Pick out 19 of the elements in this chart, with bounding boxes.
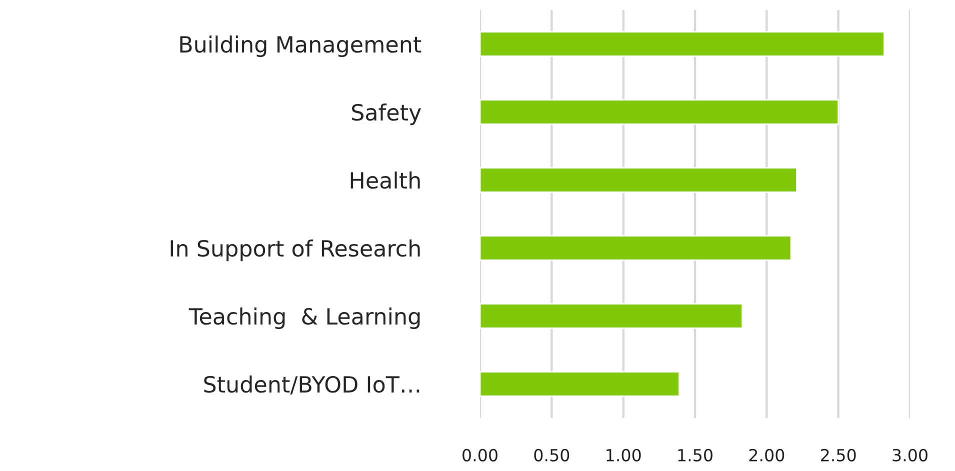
y-tick-label: Building Management	[180, 36, 422, 58]
x-tick-label: 0.00	[462, 448, 498, 462]
bar	[480, 303, 743, 329]
bar	[480, 371, 680, 397]
x-tick-label: 2.00	[749, 448, 784, 462]
bar	[480, 235, 792, 261]
y-tick-label: Safety	[352, 104, 421, 126]
x-tick-label: 1.00	[606, 448, 641, 462]
x-tick-label: 3.00	[892, 448, 928, 462]
bar	[480, 167, 798, 193]
y-tick-label: Student/BYOD IoT…	[204, 376, 420, 395]
x-tick-label: 2.50	[821, 448, 856, 462]
x-tick-label: 1.50	[678, 448, 712, 462]
y-tick-label: Health	[350, 172, 420, 189]
y-tick-label: In Support of Research	[170, 240, 420, 262]
x-tick-label: 0.50	[534, 448, 570, 462]
bar	[480, 99, 840, 125]
y-tick-label: Teaching & Learning	[188, 308, 420, 330]
bar	[480, 31, 885, 57]
